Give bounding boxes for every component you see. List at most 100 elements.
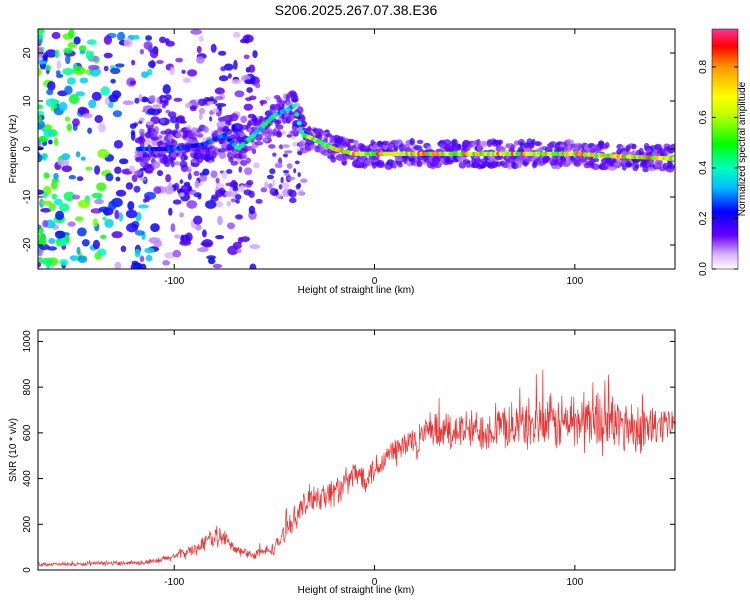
spectrogram-noise-blob — [57, 159, 70, 167]
spectrogram-noise-blob — [240, 115, 248, 124]
spectrogram-noise-blob — [239, 38, 249, 44]
spectrogram-band-halo — [325, 133, 333, 138]
spectrogram-band-halo — [397, 162, 403, 168]
spectrogram-noise-blob — [252, 50, 258, 59]
spectrogram-noise-blob — [149, 95, 156, 103]
spectrogram-noise-blob — [63, 47, 73, 54]
spectrogram-noise-blob — [94, 115, 103, 123]
spectrogram-noise-blob — [190, 29, 203, 35]
colorbar-tick-label: 0.8 — [698, 60, 709, 74]
spectrogram-noise-blob — [54, 49, 60, 59]
spectrogram-band-halo — [254, 133, 263, 141]
spectrogram-noise-blob — [245, 97, 252, 102]
snr-ytick-label: 800 — [22, 378, 33, 395]
spectrogram-noise-blob — [208, 257, 216, 265]
spectrogram-noise-blob — [289, 197, 297, 204]
spectrogram-band-halo — [354, 139, 359, 146]
spectrogram-band-halo — [409, 137, 416, 146]
snr-ylabel: SNR (10 * v/v) — [8, 418, 19, 482]
spectrogram-noise-blob — [92, 239, 100, 250]
spectrogram-band-halo — [179, 160, 188, 168]
spectrogram-noise-blob — [173, 97, 183, 102]
snr-xlabel: Height of straight line (km) — [298, 585, 415, 596]
spectrogram-noise-blob — [220, 66, 226, 72]
spectrogram-noise-blob — [187, 172, 192, 181]
spectrogram-band-halo — [299, 140, 306, 148]
spectrogram-xlabel: Height of straight line (km) — [298, 285, 415, 296]
spectrogram-noise-blob — [264, 181, 269, 189]
spectrogram-noise-blob — [293, 168, 297, 174]
spectrogram-noise-blob — [189, 105, 197, 112]
spectrogram-noise-blob — [265, 96, 270, 101]
spectrogram-band-halo — [285, 94, 291, 101]
spectrogram-noise-blob — [160, 118, 166, 124]
spectrogram-noise-blob — [268, 144, 276, 149]
spectrogram-noise-blob — [179, 179, 184, 184]
spectrogram-noise-blob — [221, 171, 228, 180]
spectrogram-noise-blob — [108, 94, 119, 103]
spectrogram-band-halo — [323, 135, 329, 142]
spectrogram-noise-blob — [138, 94, 143, 101]
spectrogram-noise-blob — [94, 199, 104, 205]
spectrogram-band-halo — [300, 114, 305, 120]
spectrogram-noise-blob — [272, 152, 277, 157]
spectrogram-noise-blob — [42, 220, 49, 228]
spectrogram-noise-blob — [76, 176, 84, 182]
spectrogram-band-halo — [510, 144, 516, 150]
spectrogram-noise-blob — [38, 153, 43, 163]
spectrogram-noise-blob — [38, 33, 44, 40]
spectrogram-band-halo — [221, 116, 230, 122]
colorbar-tick-label: 0.2 — [698, 211, 709, 225]
spectrogram-noise-blob — [148, 60, 156, 68]
spectrogram-noise-blob — [103, 65, 109, 72]
spectrogram-band-halo — [413, 145, 423, 151]
spectrogram-band-halo — [230, 160, 238, 166]
spectrogram-band-halo — [267, 128, 273, 134]
spectrogram-noise-blob — [48, 139, 53, 145]
snr-ytick-label: 1000 — [22, 330, 33, 353]
spectrogram-noise-blob — [45, 98, 58, 107]
spectrogram-noise-blob — [41, 257, 53, 265]
spectrogram-noise-blob — [226, 200, 231, 207]
spectrogram-band-halo — [203, 126, 209, 133]
spectrogram-band-halo — [227, 120, 232, 126]
spectrogram-noise-blob — [284, 150, 293, 154]
spectrogram-noise-blob — [215, 177, 220, 184]
spectrogram-band-halo — [665, 165, 675, 173]
spectrogram-noise-blob — [91, 91, 102, 101]
spectrogram-noise-blob — [94, 165, 101, 175]
spectrogram-noise-blob — [236, 248, 242, 254]
spectrogram-noise-blob — [227, 222, 235, 230]
spectrogram-noise-blob — [123, 38, 133, 48]
spectrogram-noise-blob — [243, 189, 252, 196]
spectrogram-noise-blob — [77, 227, 87, 237]
snr-ytick-label: 200 — [22, 516, 33, 533]
spectrogram-band-halo — [330, 156, 337, 163]
spectrogram-noise-blob — [209, 116, 213, 122]
spectrogram-noise-blob — [276, 194, 283, 200]
colorbar-tick-label: 0.6 — [698, 110, 709, 124]
spectrogram-noise-blob — [268, 183, 273, 190]
spectrogram-noise-blob — [145, 35, 153, 41]
spectrogram-noise-blob — [165, 40, 175, 47]
spectrogram-band-halo — [519, 141, 525, 148]
spectrogram-noise-blob — [210, 196, 219, 202]
spectrogram-noise-blob — [98, 123, 106, 133]
colorbar-label: Normalized spectral amplitude — [737, 81, 748, 216]
spectrogram-noise-blob — [64, 116, 71, 122]
spectrogram-noise-blob — [55, 70, 61, 76]
spectrogram-noise-blob — [139, 255, 145, 263]
spectrogram-band-halo — [511, 162, 519, 170]
spectrogram-noise-blob — [61, 165, 72, 173]
spectrogram-noise-blob — [38, 29, 45, 34]
spectrogram-noise-blob — [128, 165, 136, 173]
spectrogram-noise-blob — [38, 46, 43, 52]
spectrogram-band-halo — [481, 141, 488, 148]
spectrogram-noise-blob — [232, 186, 239, 192]
spectrogram-noise-blob — [225, 182, 234, 187]
spectrogram-noise-blob — [286, 163, 293, 169]
spectrogram-noise-blob — [288, 189, 297, 198]
spectrogram-band-halo — [604, 142, 610, 149]
spectrogram-noise-blob — [233, 59, 238, 70]
